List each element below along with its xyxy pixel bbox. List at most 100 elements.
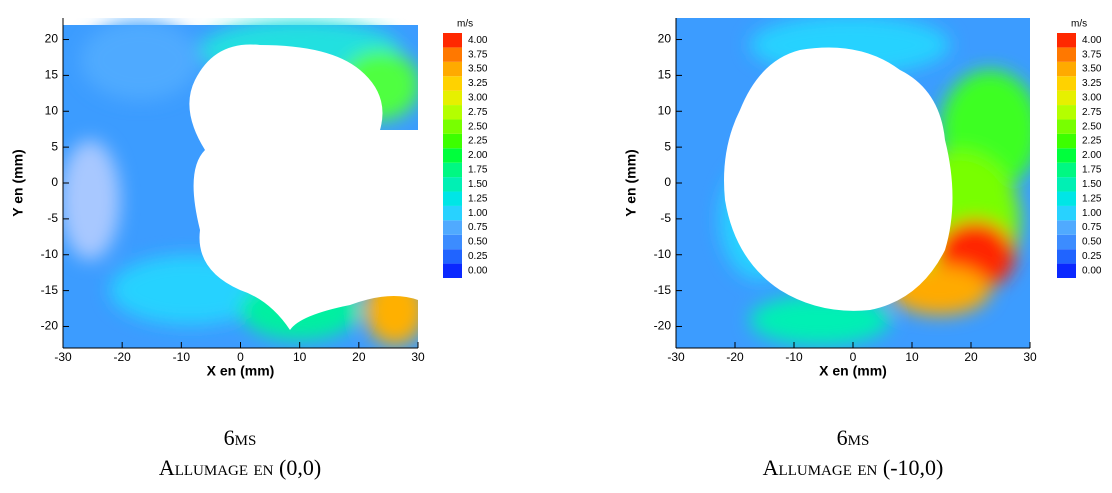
x-tick-label: -10: [785, 350, 803, 364]
y-tick-label: 15: [45, 68, 59, 82]
colorbar-swatch: [443, 249, 462, 264]
colorbar-label: 1.25: [468, 193, 488, 204]
x-tick-label: 20: [352, 350, 366, 364]
y-tick-label: 0: [51, 175, 58, 189]
x-tick-label: 0: [237, 350, 244, 364]
colorbar-swatch: [1057, 234, 1076, 250]
colorbar-swatch: [443, 205, 462, 221]
colorbar-unit: m/s: [457, 19, 473, 30]
x-tick-label: 30: [411, 350, 425, 364]
colorbar-swatch: [1057, 33, 1076, 48]
colorbar-label: 1.00: [1082, 208, 1102, 219]
x-tick-label: -30: [667, 350, 685, 364]
colorbar-swatch: [443, 61, 462, 77]
colorbar-label: 1.25: [1082, 193, 1102, 204]
colorbar-label: 0.25: [468, 251, 488, 262]
y-tick-label: -20: [654, 319, 672, 333]
velocity-field: [676, 18, 1030, 348]
velocity-field: [63, 20, 418, 348]
y-axis-label: Y en (mm): [623, 149, 639, 216]
colorbar-label: 2.25: [1082, 136, 1102, 147]
colorbar-label: 1.75: [468, 165, 488, 176]
colorbar-label: 3.00: [468, 92, 488, 103]
x-axis-label: X en (mm): [819, 363, 887, 379]
x-tick-label: -20: [726, 350, 744, 364]
colorbar-swatch: [1057, 119, 1076, 134]
colorbar-label: 3.75: [1082, 49, 1102, 60]
y-tick-label: -15: [41, 283, 59, 297]
y-tick-label: 0: [664, 175, 671, 189]
colorbar-swatch: [443, 119, 462, 134]
colorbar-swatch: [443, 47, 462, 62]
y-tick-label: 5: [51, 139, 58, 153]
colorbar-swatch: [1057, 220, 1076, 235]
x-tick-label: 10: [905, 350, 919, 364]
y-tick-label: 10: [45, 103, 59, 117]
colorbar-swatch: [1057, 61, 1076, 77]
colorbar-swatch: [1057, 148, 1076, 163]
colorbar-swatch: [1057, 177, 1076, 192]
colorbar-swatch: [443, 263, 462, 278]
y-tick-label: -5: [660, 211, 671, 225]
colorbar-swatch: [1057, 105, 1076, 120]
colorbar-label: 1.00: [468, 208, 488, 219]
y-tick-label: 5: [664, 139, 671, 153]
colorbar-label: 2.50: [1082, 121, 1102, 132]
x-axis-label: X en (mm): [207, 363, 275, 379]
caption: Allumage en (-10,0): [763, 455, 944, 480]
x-tick-label: 0: [850, 350, 857, 364]
colorbar-label: 2.00: [468, 150, 488, 161]
colorbar-label: 0.25: [1082, 251, 1102, 262]
caption: 6ms: [837, 425, 870, 450]
colorbar-label: 0.75: [468, 222, 488, 233]
colorbar-swatch: [1057, 162, 1076, 178]
colorbar-swatch: [1057, 249, 1076, 264]
colorbar-unit: m/s: [1071, 19, 1087, 30]
colorbar-label: 0.00: [1082, 265, 1102, 276]
colorbar-label: 0.50: [468, 237, 488, 248]
x-tick-label: 10: [293, 350, 307, 364]
colorbar-label: 4.00: [468, 35, 488, 46]
colorbar-label: 1.50: [1082, 179, 1102, 190]
y-tick-label: 20: [45, 32, 59, 46]
colorbar-label: 2.75: [468, 107, 488, 118]
colorbar-swatch: [443, 191, 462, 206]
colorbar-swatch: [443, 162, 462, 178]
colorbar-label: 3.25: [1082, 78, 1102, 89]
colorbar-swatch: [1057, 90, 1076, 106]
colorbar-label: 3.00: [1082, 92, 1102, 103]
x-tick-label: -20: [113, 350, 131, 364]
colorbar-label: 2.25: [468, 136, 488, 147]
x-tick-label: 20: [964, 350, 978, 364]
colorbar-label: 0.75: [1082, 222, 1102, 233]
y-tick-label: -5: [47, 211, 58, 225]
colorbar-swatch: [1057, 263, 1076, 278]
colorbar-swatch: [443, 148, 462, 163]
y-tick-label: 15: [658, 68, 672, 82]
y-tick-label: 20: [658, 32, 672, 46]
colorbar-label: 3.50: [1082, 64, 1102, 75]
x-tick-label: -30: [54, 350, 72, 364]
colorbar-label: 0.00: [468, 265, 488, 276]
colorbar-swatch: [443, 105, 462, 120]
colorbar-label: 2.50: [468, 121, 488, 132]
x-tick-label: 30: [1023, 350, 1037, 364]
colorbar-label: 1.50: [468, 179, 488, 190]
colorbar-swatch: [443, 133, 462, 149]
colorbar-label: 3.75: [468, 49, 488, 60]
colorbar-swatch: [443, 234, 462, 250]
colorbar-swatch: [443, 33, 462, 48]
caption: 6ms: [224, 425, 257, 450]
colorbar-swatch: [443, 76, 462, 91]
y-tick-label: -20: [41, 319, 59, 333]
colorbar-swatch: [1057, 47, 1076, 62]
colorbar-label: 1.75: [1082, 165, 1102, 176]
colorbar-swatch: [443, 177, 462, 192]
colorbar-label: 2.75: [1082, 107, 1102, 118]
colorbar-label: 3.50: [468, 64, 488, 75]
colorbar-label: 3.25: [468, 78, 488, 89]
colorbar-swatch: [1057, 133, 1076, 149]
colorbar-label: 4.00: [1082, 35, 1102, 46]
y-axis-label: Y en (mm): [10, 149, 26, 216]
